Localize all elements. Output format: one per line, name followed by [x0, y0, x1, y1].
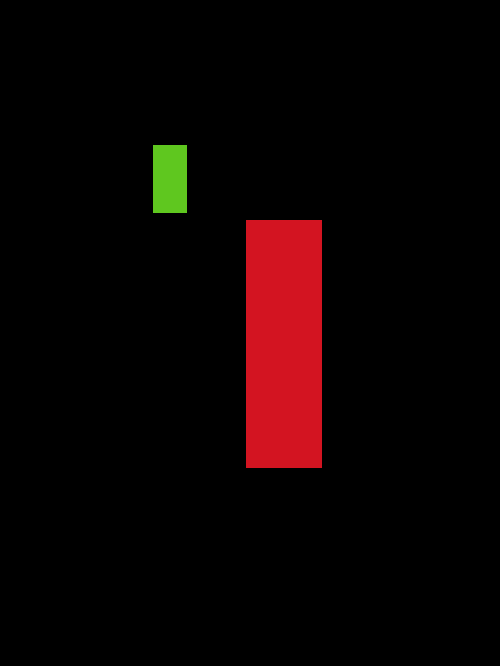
candle-2	[246, 220, 322, 468]
chart-canvas	[0, 0, 500, 666]
candle-1	[153, 145, 187, 213]
